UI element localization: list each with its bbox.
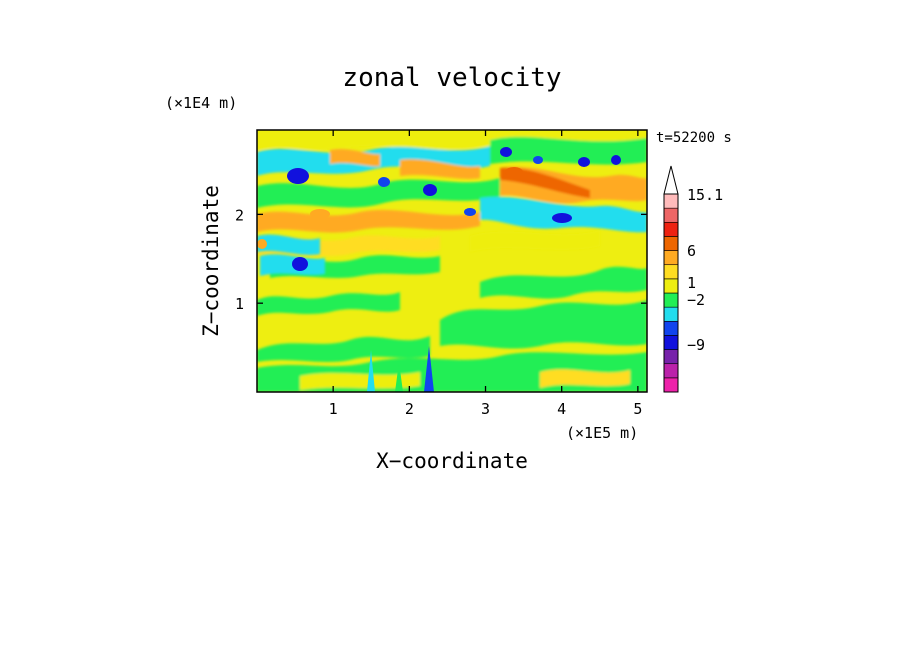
colorbar-tick-label: 1 (687, 274, 696, 292)
colorbar-swatch (663, 306, 679, 322)
colorbar-swatch (663, 335, 679, 350)
colorbar-swatch (663, 250, 679, 266)
colorbar-swatch (663, 236, 679, 251)
colorbar-swatch (663, 221, 679, 237)
colorbar-swatch (663, 363, 679, 379)
y-axis-label: Z−coordinate (199, 185, 223, 337)
y-tick-label: 2 (235, 206, 244, 224)
colorbar-swatch (663, 193, 679, 209)
colorbar-tick-label: −9 (687, 336, 705, 354)
colorbar-extend-arrow (663, 165, 679, 195)
x-tick-label: 1 (329, 400, 338, 418)
colorbar-swatch (663, 292, 679, 308)
x-tick-label: 4 (557, 400, 566, 418)
colorbar-swatch (663, 264, 679, 280)
bottom-spikes (367, 346, 434, 392)
positive-cores (257, 167, 523, 249)
x-axis-ticks: 1 2 3 4 5 (329, 130, 642, 418)
velocity-field (257, 130, 647, 392)
colorbar-swatch (663, 349, 679, 365)
x-axis-label: X−coordinate (376, 449, 528, 473)
y-axis-unit: (×1E4 m) (165, 94, 237, 112)
colorbar-swatch (663, 207, 679, 223)
x-tick-label: 3 (481, 400, 490, 418)
x-tick-label: 2 (405, 400, 414, 418)
x-axis-unit: (×1E5 m) (566, 424, 638, 442)
colorbar-swatch (663, 320, 679, 336)
y-axis-ticks: 12 (235, 206, 647, 313)
plot-frame (256, 129, 648, 393)
colorbar-swatch (663, 278, 679, 294)
time-label: t=52200 s (656, 130, 732, 146)
colorbar-tick-label: −2 (687, 291, 705, 309)
colorbar-frame (663, 193, 679, 393)
y-tick-label: 1 (235, 295, 244, 313)
colorbar-swatch (663, 377, 679, 393)
colorbar-tick-label: 6 (687, 242, 696, 260)
colorbar: 15.1 6 1−2 −9 (663, 165, 723, 393)
negative-cores (287, 147, 621, 271)
field-upper-layer (257, 130, 647, 276)
x-tick-label: 5 (633, 400, 642, 418)
colorbar-tick-label: 15.1 (687, 186, 723, 204)
chart-title: zonal velocity (342, 63, 561, 93)
